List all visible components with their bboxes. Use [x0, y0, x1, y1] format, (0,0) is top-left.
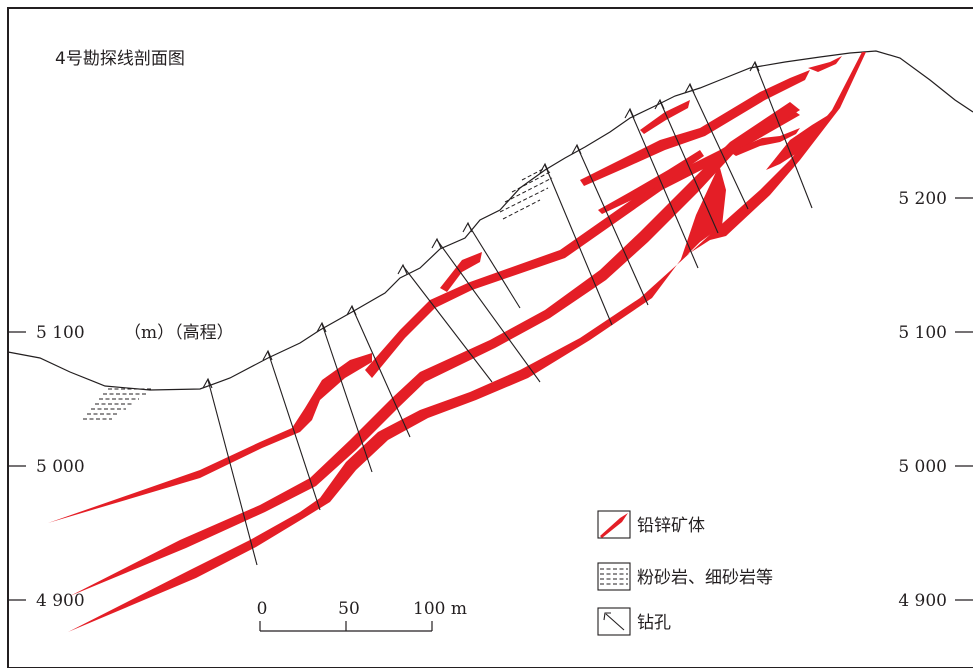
ore-body [680, 168, 726, 262]
drill-hole [462, 221, 521, 309]
drill-hole [571, 143, 649, 306]
scale-label-0: 0 [257, 599, 268, 619]
siltstone-patch-mid [499, 167, 553, 220]
ore-body [70, 102, 800, 596]
ore-body [766, 114, 830, 170]
axis-unit-label: （m）（高程） [124, 323, 234, 343]
right-tick-label-5100: 5 100 [898, 323, 947, 343]
scale-label-100m: 100 m [413, 599, 467, 619]
left-tick-label-5000: 5 000 [36, 457, 85, 477]
legend-label-siltstone: 粉砂岩、细砂岩等 [637, 568, 773, 588]
drill-hole [346, 304, 411, 438]
left-tick-label-5100: 5 100 [36, 323, 85, 343]
right-elevation-axis: 5 200 5 100 5 000 4 900 [898, 189, 973, 611]
drill-hole [654, 98, 719, 234]
legend-item-drillhole: 钻孔 [597, 607, 671, 636]
scale-bar: 0 50 100 m [257, 599, 467, 632]
ore-body [365, 108, 800, 378]
right-tick-label-4900: 4 900 [898, 591, 947, 611]
drill-hole [684, 82, 749, 210]
siltstone-patch-left [83, 388, 153, 420]
ore-body [730, 128, 800, 156]
ore-bodies [48, 52, 866, 632]
legend-item-siltstone: 粉砂岩、细砂岩等 [597, 562, 773, 591]
legend-item-ore: 铅锌矿体 [597, 510, 705, 539]
ore-body [440, 252, 482, 292]
drill-hole [262, 349, 321, 511]
figure-title: 4号勘探线剖面图 [55, 49, 185, 69]
left-elevation-axis: 5 100 （m）（高程） 5 000 4 900 [8, 323, 234, 611]
ore-body [580, 70, 810, 186]
ore-body [808, 56, 842, 72]
ore-body [48, 353, 372, 523]
right-tick-label-5200: 5 200 [898, 189, 947, 209]
legend-label-ore: 铅锌矿体 [637, 516, 705, 536]
left-tick-label-4900: 4 900 [36, 591, 85, 611]
ore-body [598, 150, 704, 214]
drill-hole [539, 162, 613, 326]
ore-swatch-icon [600, 513, 628, 538]
drill-hole [397, 263, 493, 383]
legend: 铅锌矿体 粉砂岩、细砂岩等 钻孔 [597, 510, 773, 636]
legend-label-drillhole: 钻孔 [637, 613, 671, 633]
drill-hole-icon [605, 613, 625, 631]
drill-hole [431, 237, 541, 383]
drill-hole [624, 107, 699, 269]
drill-hole [316, 321, 373, 473]
figure-frame [7, 7, 973, 668]
ore-body [640, 100, 690, 134]
drill-holes [202, 60, 813, 566]
drill-hole [749, 60, 813, 209]
drill-hole [202, 377, 258, 566]
scale-label-50: 50 [338, 599, 360, 619]
right-tick-label-5000: 5 000 [898, 457, 947, 477]
